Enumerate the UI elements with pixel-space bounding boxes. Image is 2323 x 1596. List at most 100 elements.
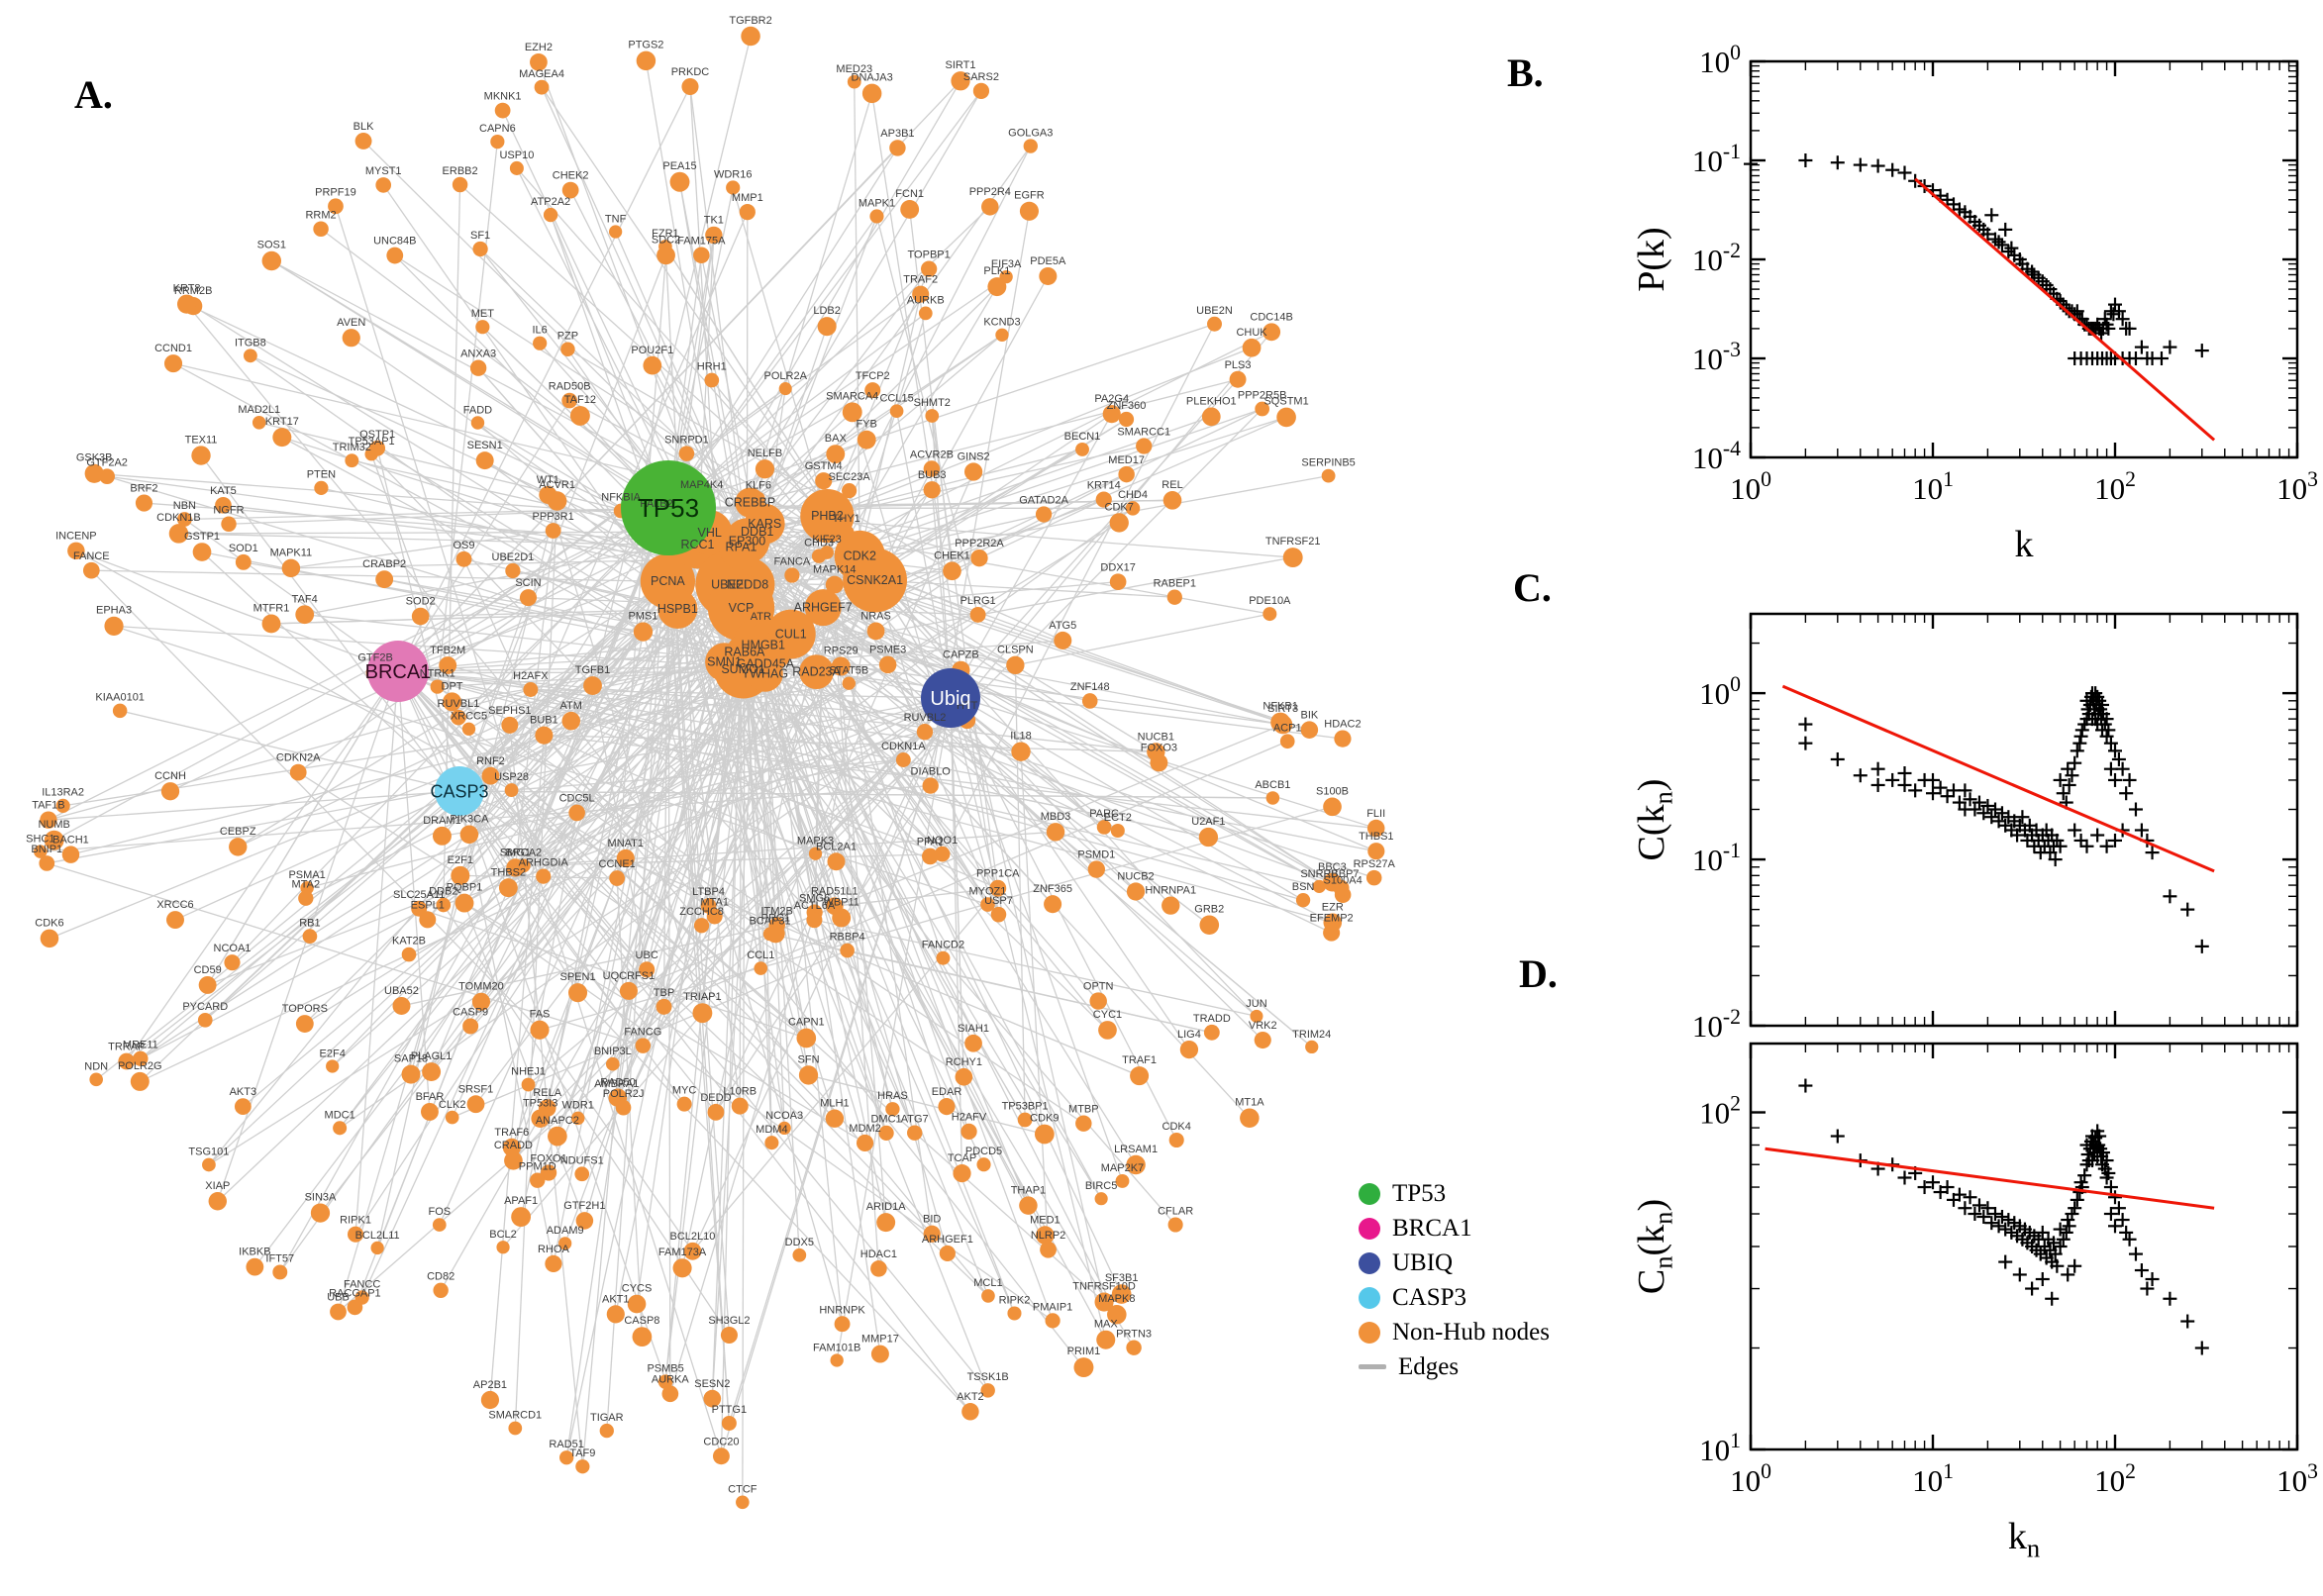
node-label: PSMA1 [288,869,325,881]
network-node [461,722,476,736]
x-tick-label: 102 [2094,467,2136,506]
node-label: PALB2 [640,498,672,510]
network-edge [120,710,460,792]
node-label: PPA1 [917,837,944,848]
network-edge [208,697,952,1166]
node-label: PTGS2 [628,40,663,51]
node-label: MAPK14 [813,564,856,576]
node-label: CDK7 [1105,501,1134,513]
network-node [889,404,904,419]
node-label: RNF2 [476,755,505,767]
node-label: RIPK2 [999,1294,1031,1306]
node-label: SPEN1 [559,971,595,983]
node-label: ESPL1 [411,899,445,911]
node-label: BSN [1292,881,1315,893]
node-label: RPS29 [824,645,858,656]
node-label: ATP2A2 [531,196,570,208]
node-label: CCND1 [154,343,192,354]
network-node [281,558,301,578]
node-label: SNRPB [1300,868,1338,880]
network-node [923,460,941,477]
network-node [419,911,437,929]
network-node [1036,1226,1055,1245]
network-node [1096,1330,1116,1349]
node-label: HDAC2 [1324,719,1361,731]
node-label: CDK4 [1162,1121,1191,1133]
network-edge [763,673,800,1255]
network-node [900,200,920,219]
network-node [1075,442,1089,456]
network-edge [762,416,1287,647]
network-edge [510,789,723,1456]
node-label: IL13RA2 [42,787,84,799]
network-node [693,247,710,263]
network-node [386,247,404,264]
network-node [496,1241,510,1254]
network-edge [616,507,1134,879]
node-label: TRAF1 [1122,1054,1157,1066]
network-node [705,226,723,245]
network-edge [728,697,952,1424]
network-edge [742,668,985,1165]
network-node [558,1237,572,1250]
network-edge [667,507,1313,1047]
network-edge [667,507,671,1394]
network-edge [669,912,816,1394]
legend-label: Non-Hub nodes [1392,1318,1551,1346]
network-edge [570,720,1084,1368]
node-label: GRB2 [1194,903,1224,915]
network-node [676,1096,692,1112]
node-label: EGFR [1014,190,1045,202]
node-label: FANCD2 [922,940,964,951]
node-label: PLAGL1 [411,1050,453,1062]
network-edge [790,634,1030,1206]
network-edge [408,697,952,955]
network-node [869,209,884,224]
node-label: USP7 [984,895,1013,907]
node-label: MAD2L1 [238,404,280,416]
network-node [938,1098,956,1116]
network-node [1095,491,1112,508]
node-label: PTTG1 [712,1404,747,1416]
node-label: UBC [636,949,658,961]
node-label: MMP1 [732,192,763,204]
y-axis-label: Cn(kn) [1631,1199,1677,1294]
node-label: CRADD [494,1140,533,1151]
network-edge [458,790,717,1113]
network-node [876,1213,896,1233]
node-label: MAP4K4 [680,479,723,491]
node-label: NQO1 [927,835,958,847]
node-label: HNRNPK [819,1304,865,1316]
node-label: MAPK11 [270,548,313,559]
node-label: ACVR1 [539,479,575,491]
network-node [133,1050,149,1066]
node-label: AURKA [652,1373,690,1385]
node-label: FANCG [624,1026,661,1038]
network-node [627,1294,647,1314]
network-node [1125,501,1141,516]
network-edge [1014,664,1026,1121]
network-node [530,52,548,71]
network-node [748,647,783,682]
network-edge [666,581,730,1424]
node-label: PLS3 [1225,359,1252,371]
node-label: PZP [557,331,578,343]
node-label: RAD51 [549,1439,583,1450]
network-node [1034,1124,1055,1145]
node-label: CASP9 [453,1006,488,1018]
legend-item-brca1: BRCA1 [1359,1211,1550,1246]
node-label: WDR1 [562,1100,594,1112]
network-edge [397,670,1157,753]
node-label: NUCB2 [1117,870,1154,882]
node-label: MMP17 [861,1334,899,1346]
network-node [561,711,580,731]
node-label: CHEK2 [553,170,589,182]
node-label: NRAS [860,611,891,623]
network-node [1323,797,1342,817]
network-node [168,524,189,544]
node-label: KARS [748,517,781,531]
node-label: BCL2L11 [355,1230,400,1242]
node-label: ACTL6A [794,900,836,912]
network-edge [729,513,1045,586]
node-label: OPTN [1083,980,1114,992]
